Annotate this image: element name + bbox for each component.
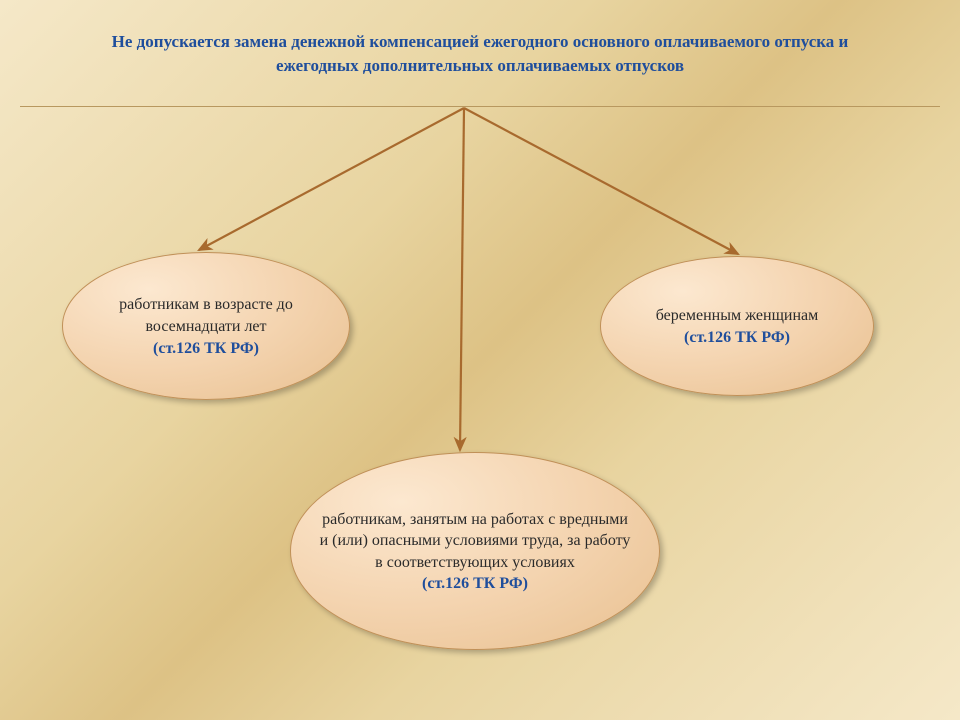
ellipse-bottom-text: работникам, занятым на работах с вредным… (319, 509, 631, 574)
ellipse-right-text: беременным женщинам (656, 305, 819, 327)
ellipse-hazardous-workers: работникам, занятым на работах с вредным… (290, 452, 660, 650)
ellipse-pregnant-women: беременным женщинам (ст.126 ТК РФ) (600, 256, 874, 396)
ellipse-left-reference: (ст.126 ТК РФ) (153, 340, 259, 358)
title-underline (20, 106, 940, 107)
ellipse-right-reference: (ст.126 ТК РФ) (684, 329, 790, 347)
ellipse-workers-under-18: работникам в возрасте до восемнадцати ле… (62, 252, 350, 400)
ellipse-left-text: работникам в возрасте до восемнадцати ле… (91, 294, 321, 337)
slide-title: Не допускается замена денежной компенсац… (90, 30, 870, 78)
title-text: Не допускается замена денежной компенсац… (112, 32, 849, 75)
ellipse-bottom-reference: (ст.126 ТК РФ) (422, 575, 528, 593)
